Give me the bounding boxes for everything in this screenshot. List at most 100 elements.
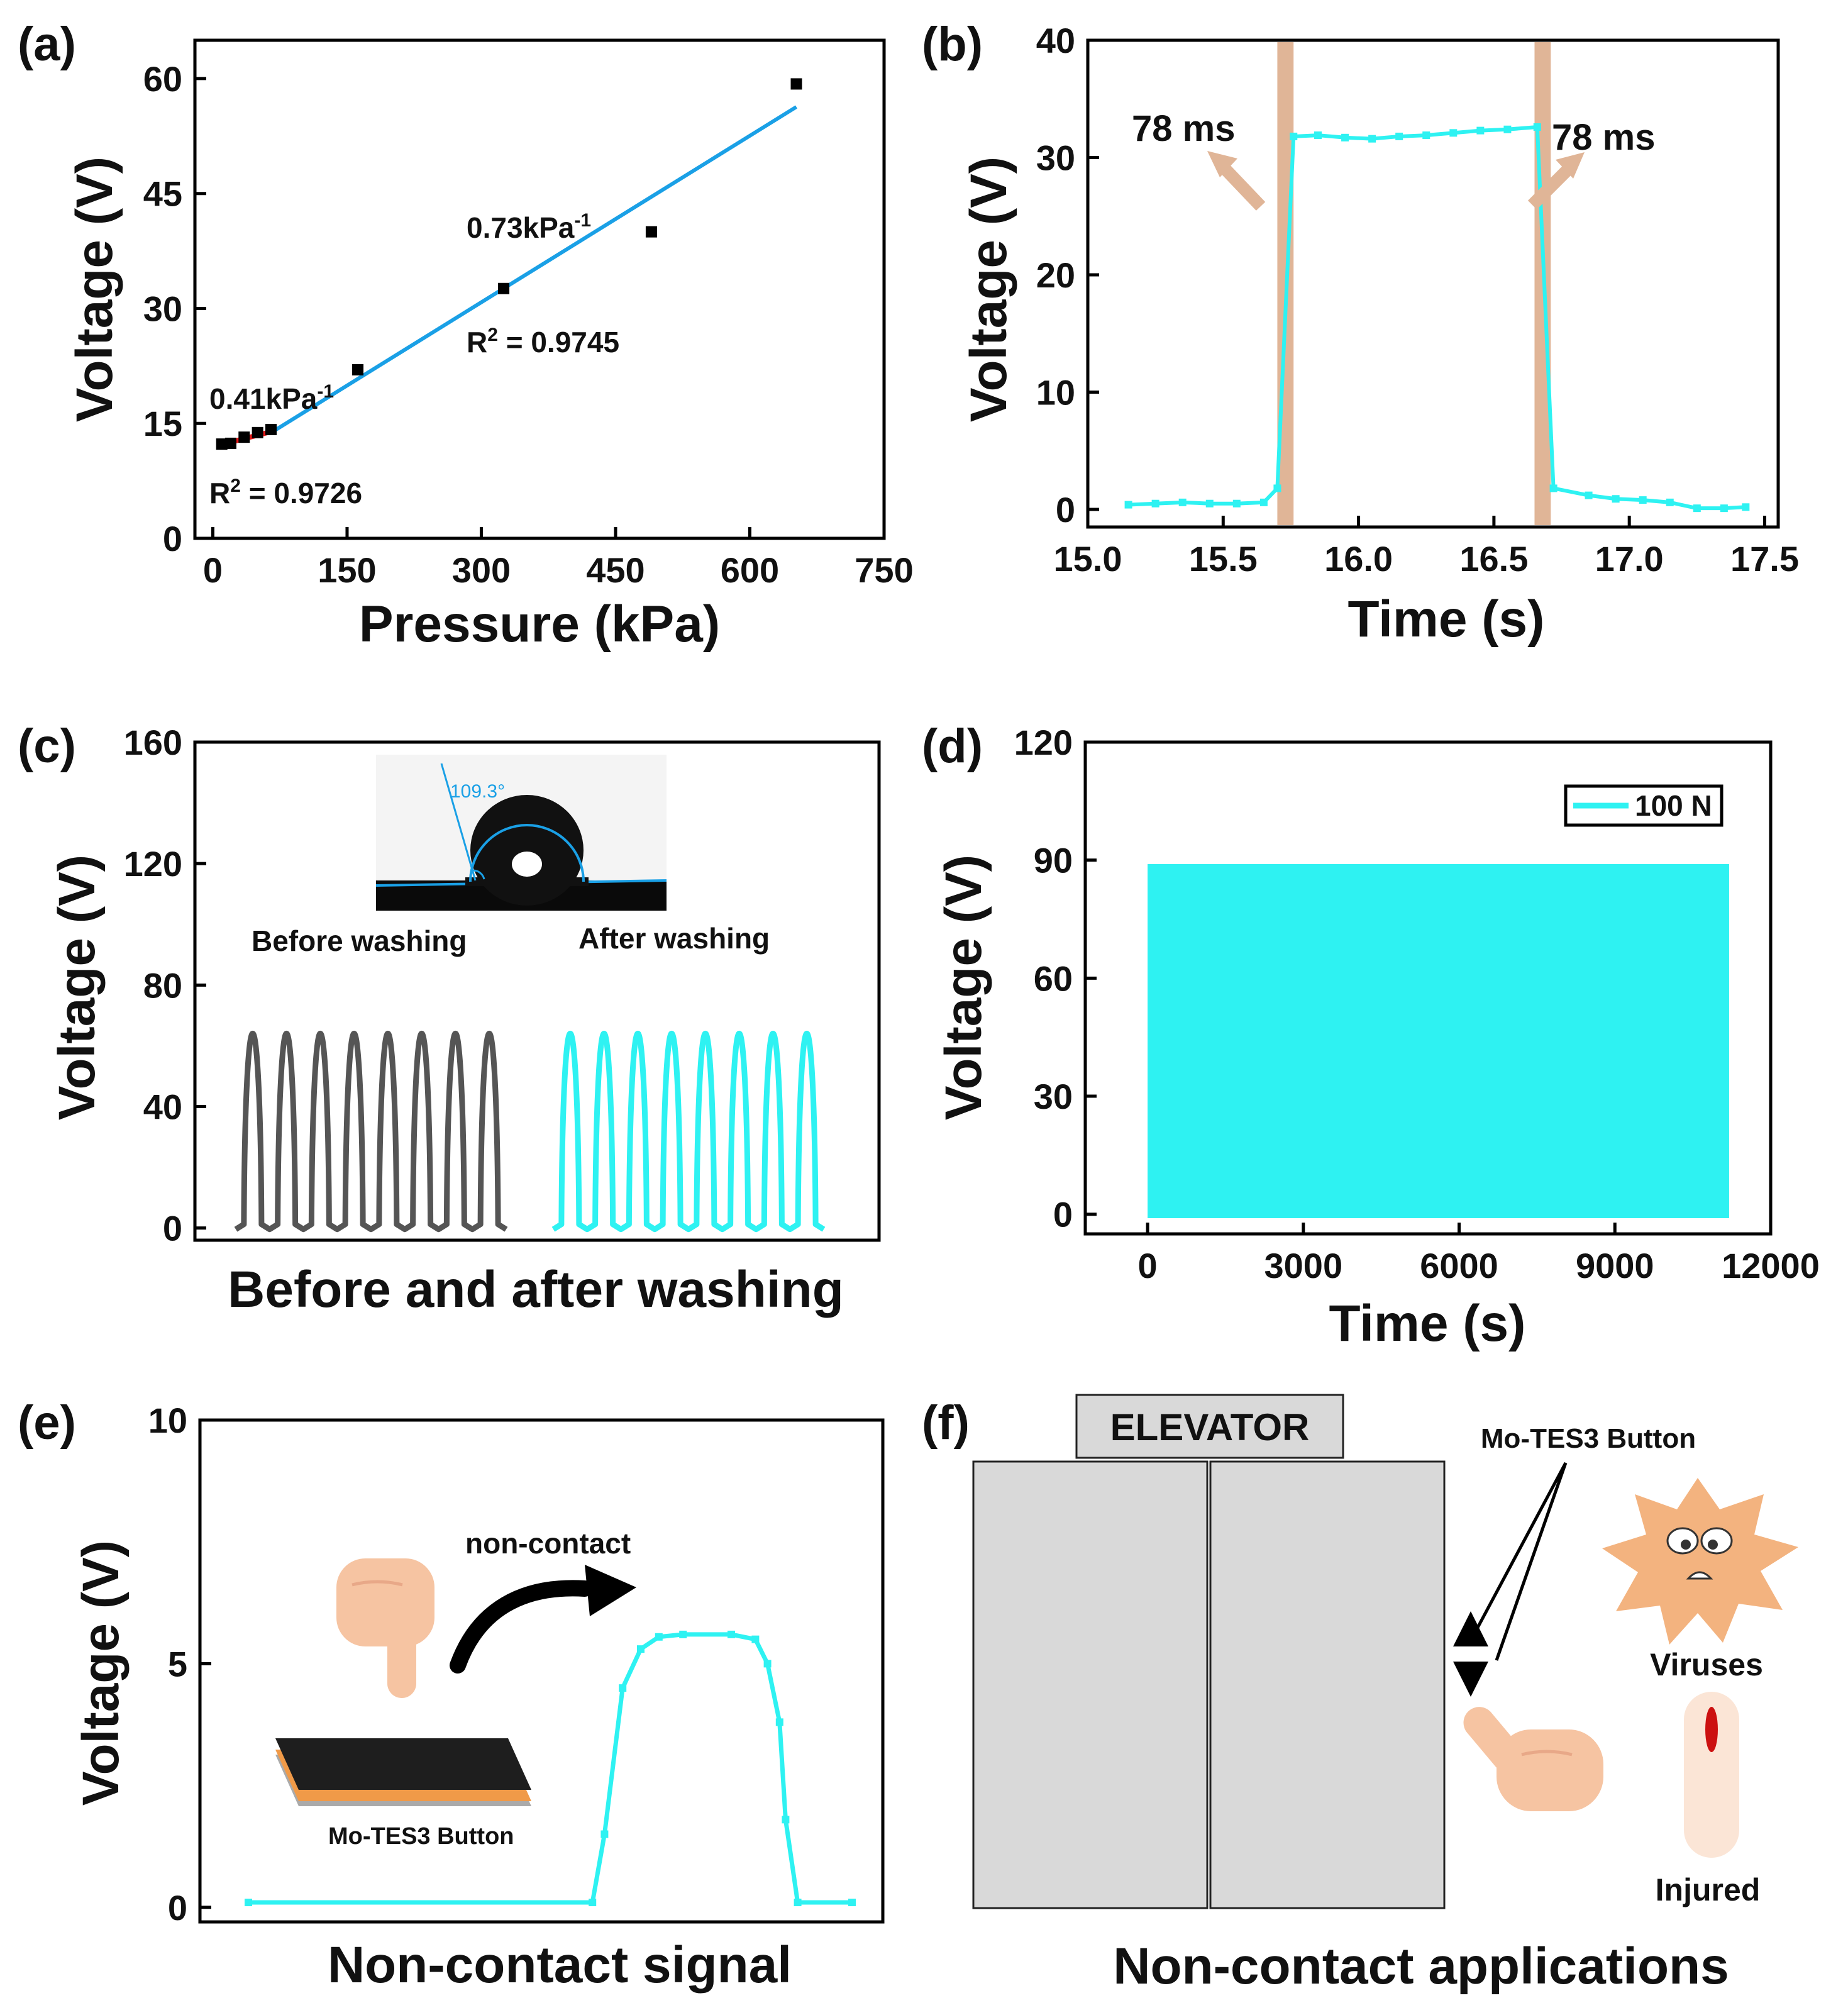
series-marker — [245, 1899, 252, 1907]
panel-b-response-bands — [1277, 42, 1551, 525]
series-marker — [848, 1899, 856, 1907]
down-arrow-icon — [1453, 1662, 1488, 1697]
a-ytick-label: 60 — [143, 59, 182, 99]
b-ytick-label: 30 — [1036, 138, 1075, 178]
b-ytick-label: 20 — [1036, 255, 1075, 295]
series-marker — [782, 1816, 790, 1824]
a-xtick-label: 300 — [452, 550, 511, 590]
series-marker — [1449, 129, 1458, 137]
e-ytick-label: 5 — [168, 1644, 187, 1684]
panel-e-series — [245, 1630, 856, 1907]
d-ytick-label: 90 — [1034, 841, 1073, 880]
series-marker — [1124, 501, 1132, 509]
panel-b-ticks: 0 10 20 30 40 15.0 15.5 16.0 16.5 17.0 17.5 — [1036, 21, 1799, 579]
data-point — [790, 78, 802, 90]
panel-c: (c) 0 40 80 120 160 Before and after washing… — [18, 719, 881, 1318]
panel-c-label: (c) — [18, 719, 76, 773]
series-marker — [1720, 504, 1728, 513]
after-washing-label: After washing — [578, 922, 770, 955]
panel-d-series — [1148, 863, 1729, 1218]
series-marker — [589, 1899, 597, 1907]
panel-c-peaks — [234, 1031, 826, 1233]
panel-d-label: (d) — [922, 719, 983, 773]
b-ytick-label: 40 — [1036, 21, 1075, 60]
data-point — [352, 364, 364, 375]
pointer-line-down — [1495, 1462, 1568, 1661]
elevator-door-left — [972, 1460, 1209, 1909]
series-marker — [1314, 131, 1322, 140]
panel-b: (b) 0 10 20 30 40 15.0 15.5 16.0 16.5 17.0 17.5 Ti… — [922, 18, 1799, 648]
pointing-finger-icon — [336, 1558, 434, 1698]
panel-d-ticks: 0 30 60 90 120 0 3000 6000 9000 12000 — [1014, 723, 1820, 1285]
panel-d-frame — [1083, 740, 1773, 1236]
d-xtick-label: 6000 — [1420, 1246, 1498, 1285]
c-ytick-label: 160 — [124, 723, 182, 762]
series-marker — [1476, 126, 1485, 135]
non-contact-label: non-contact — [465, 1527, 631, 1560]
series-marker — [1503, 125, 1512, 133]
series-marker — [1259, 498, 1268, 506]
elevator-door-right — [1209, 1460, 1446, 1909]
series-marker — [751, 1635, 760, 1643]
b-xtick-label: 17.5 — [1730, 539, 1799, 579]
elevator-label: ELEVATOR — [1110, 1406, 1310, 1448]
elevator-sign — [1075, 1394, 1344, 1459]
series-marker — [1341, 133, 1349, 142]
slope-low-label: 0.41kPa-1 — [209, 381, 334, 415]
after-washing-series — [551, 1031, 826, 1233]
panel-f: (f) ELEVATOR Mo-TES3 Button Viruses Inju… — [922, 1394, 1798, 1995]
series-marker — [1612, 495, 1620, 503]
panel-b-label: (b) — [922, 18, 983, 71]
b-xtick-label: 15.0 — [1054, 539, 1122, 579]
r2-high-label: R2 = 0.9745 — [467, 325, 619, 358]
up-arrow-icon — [1453, 1611, 1488, 1646]
curved-arrow-icon — [450, 1565, 636, 1674]
panel-a-frame — [193, 38, 886, 540]
e-ytick-label: 0 — [168, 1888, 187, 1928]
legend-100n: 100 N — [1635, 789, 1712, 822]
r2-low-label: R2 = 0.9726 — [209, 475, 362, 509]
c-ytick-label: 0 — [163, 1209, 182, 1248]
series-marker — [1205, 499, 1214, 508]
a-ytick-label: 0 — [163, 519, 182, 558]
contact-angle-label: 109.3° — [450, 781, 505, 802]
series-marker — [1395, 132, 1403, 140]
b-xtick-label: 15.5 — [1189, 539, 1258, 579]
panel-a-label: (a) — [18, 18, 76, 71]
series-marker — [1549, 484, 1558, 492]
non-contact-series — [248, 1632, 852, 1905]
e-ytick-label: 10 — [148, 1401, 187, 1440]
data-point — [252, 426, 263, 438]
c-ytick-label: 40 — [143, 1087, 182, 1127]
b-xtick-label: 16.0 — [1324, 539, 1393, 579]
panel-f-label: (f) — [922, 1396, 970, 1450]
panel-e-frame — [198, 1418, 885, 1924]
d-ytick-label: 120 — [1014, 723, 1073, 762]
data-point — [265, 423, 277, 435]
series-marker — [1693, 504, 1701, 513]
d-xtick-label: 12000 — [1722, 1246, 1820, 1285]
a-xtick-label: 150 — [318, 550, 376, 590]
panel-a-points — [216, 78, 802, 450]
b-xtick-label: 17.0 — [1595, 539, 1664, 579]
contact-angle-inset: 109.3° — [375, 755, 667, 911]
panel-e-label: (e) — [18, 1396, 76, 1450]
rise-arrow-icon — [1207, 151, 1266, 211]
series-marker — [794, 1899, 802, 1907]
hand-icon — [1463, 1707, 1603, 1811]
data-point — [498, 282, 510, 294]
panel-e-ticks: 0 5 10 — [148, 1401, 211, 1928]
series-marker — [600, 1830, 609, 1838]
b-xtick-label: 16.5 — [1459, 539, 1528, 579]
fall-arrow-icon — [1527, 152, 1585, 210]
b-ytick-label: 0 — [1056, 490, 1075, 530]
button-label-e: Mo-TES3 Button — [328, 1823, 514, 1850]
panel-d-xlabel: Time (s) — [1329, 1295, 1526, 1352]
panel-c-ylabel: Voltage (V) — [48, 855, 106, 1120]
fall-time-label: 78 ms — [1552, 117, 1655, 158]
panel-c-frame — [193, 740, 881, 1242]
a-xtick-label: 600 — [721, 550, 779, 590]
